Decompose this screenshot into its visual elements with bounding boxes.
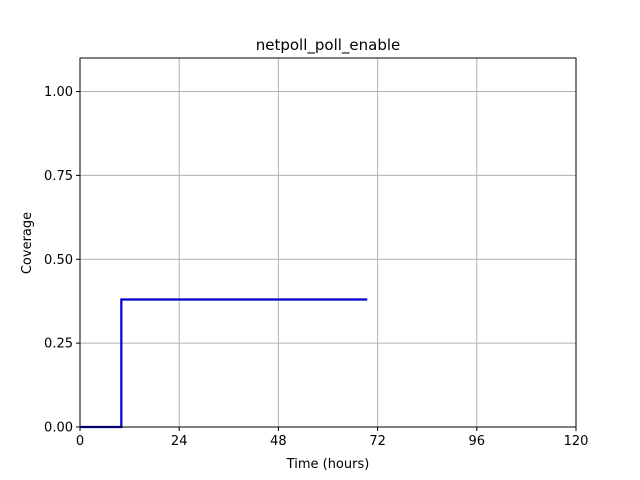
y-tick-label: 0.25 <box>44 337 73 352</box>
plot-frame <box>79 57 577 428</box>
x-tick-label: 120 <box>564 434 589 449</box>
x-tick-label: 24 <box>171 434 188 449</box>
x-tick-label: 72 <box>369 434 386 449</box>
x-tick-label: 48 <box>270 434 287 449</box>
y-axis-label: Coverage <box>20 212 35 274</box>
y-tick-label: 0.75 <box>44 169 73 184</box>
y-tick-label: 1.00 <box>44 85 73 100</box>
x-axis-ticks: 0 24 48 72 96 120 <box>76 427 589 449</box>
x-tick-label: 96 <box>469 434 486 449</box>
y-axis-ticks: 0.00 0.25 0.50 0.75 1.00 <box>44 85 80 436</box>
y-tick-label: 0.50 <box>44 253 73 268</box>
y-tick-label: 0.00 <box>44 421 73 436</box>
x-tick-label: 0 <box>76 434 84 449</box>
x-axis-label: Time (hours) <box>286 457 370 472</box>
chart-title: netpoll_poll_enable <box>256 36 401 55</box>
